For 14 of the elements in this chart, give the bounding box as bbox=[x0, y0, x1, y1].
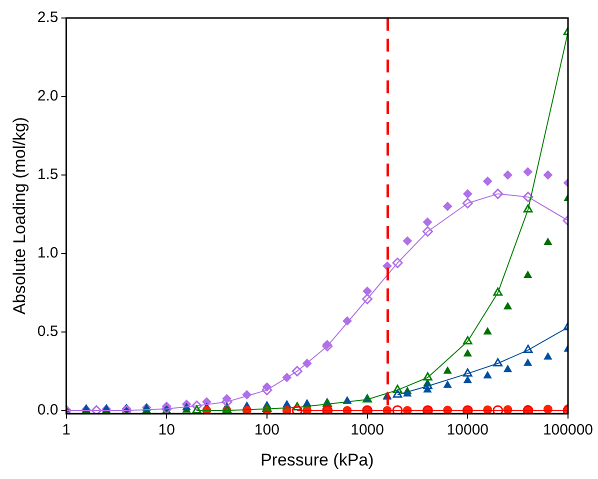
y-tick-label: 0.5 bbox=[37, 323, 58, 340]
x-axis-title: Pressure (kPa) bbox=[260, 450, 374, 470]
x-tick-label: 10 bbox=[158, 422, 175, 439]
x-tick-label: 1000 bbox=[350, 422, 384, 439]
y-tick-label: 2.5 bbox=[37, 9, 58, 26]
x-tick-label: 10000 bbox=[446, 422, 489, 439]
y-tick-label: 1.5 bbox=[37, 166, 58, 184]
x-tick-label: 1 bbox=[62, 422, 70, 439]
y-tick-label: 2.0 bbox=[37, 88, 58, 105]
x-tick-label: 100000 bbox=[542, 422, 594, 439]
x-tick-label: 100 bbox=[254, 422, 280, 439]
y-tick-label: 0.0 bbox=[37, 402, 58, 419]
y-tick-label: 1.0 bbox=[37, 244, 58, 262]
y-axis-title: Absolute Loading (mol/kg) bbox=[10, 117, 29, 315]
